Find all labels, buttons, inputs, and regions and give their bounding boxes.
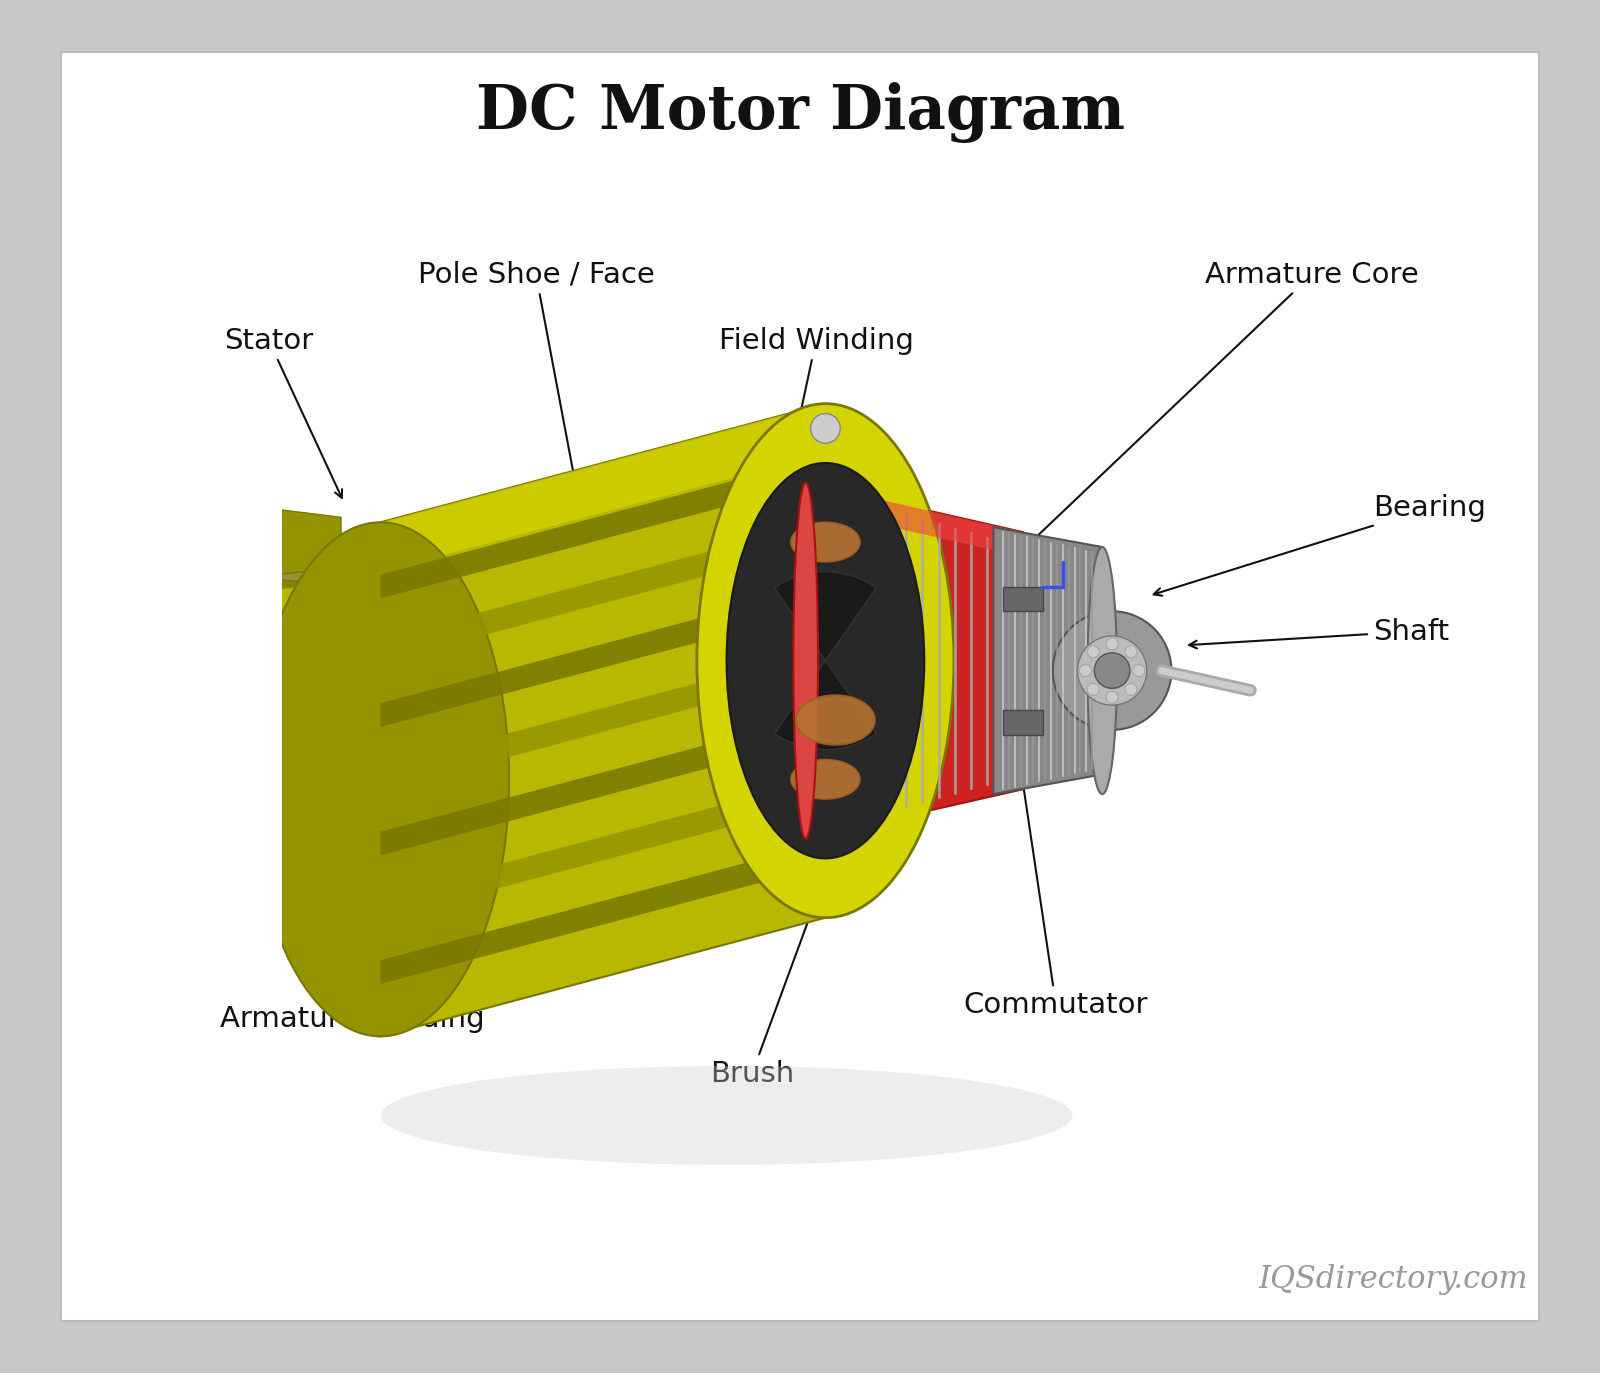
Circle shape [1133,665,1144,677]
Polygon shape [430,666,450,755]
Text: Shaft: Shaft [1189,618,1450,648]
Polygon shape [371,735,390,824]
Polygon shape [262,913,341,938]
Polygon shape [242,784,362,854]
Polygon shape [232,641,381,719]
Ellipse shape [790,522,861,562]
Ellipse shape [1088,546,1117,794]
Text: DC Motor Diagram: DC Motor Diagram [475,82,1125,143]
Circle shape [1125,684,1138,695]
Polygon shape [381,404,826,1037]
Text: Field Winding: Field Winding [718,327,914,574]
Polygon shape [282,839,301,928]
Polygon shape [381,842,826,984]
Text: Bearing: Bearing [1154,494,1486,596]
Circle shape [1080,665,1091,677]
Text: Armature Winding: Armature Winding [219,769,683,1032]
Polygon shape [381,777,826,920]
Polygon shape [232,780,381,805]
Polygon shape [806,483,1022,839]
Circle shape [1125,645,1138,658]
Text: Brush: Brush [710,817,848,1087]
Polygon shape [381,585,826,726]
Circle shape [1094,652,1130,688]
Ellipse shape [698,404,954,917]
Ellipse shape [381,1065,1072,1164]
Ellipse shape [253,522,509,1037]
Circle shape [1106,638,1118,649]
Polygon shape [242,843,362,868]
FancyBboxPatch shape [1003,586,1043,611]
Polygon shape [381,713,826,855]
Polygon shape [381,520,826,663]
Circle shape [1053,611,1171,730]
Polygon shape [232,710,381,735]
Polygon shape [994,527,1102,794]
Polygon shape [400,700,421,789]
Polygon shape [262,508,341,577]
Text: Stator: Stator [224,327,342,498]
Ellipse shape [795,695,875,744]
Ellipse shape [726,463,925,858]
Wedge shape [774,660,877,750]
Circle shape [1088,645,1099,658]
Text: Pole Shoe / Face: Pole Shoe / Face [418,261,654,549]
Wedge shape [774,571,877,660]
Circle shape [1088,684,1099,695]
Text: Armature Core: Armature Core [992,261,1419,578]
Text: IQSdirectory.com: IQSdirectory.com [1259,1265,1528,1295]
Circle shape [1077,636,1147,706]
Polygon shape [341,769,362,858]
Polygon shape [242,577,362,645]
Ellipse shape [794,483,818,839]
Text: Commutator: Commutator [963,774,1149,1019]
Ellipse shape [790,759,861,799]
Polygon shape [806,483,1022,557]
Circle shape [1106,692,1118,703]
Polygon shape [262,567,341,592]
Polygon shape [381,649,826,791]
Polygon shape [262,854,341,923]
Polygon shape [312,805,331,892]
Polygon shape [381,404,826,571]
Polygon shape [381,456,826,599]
FancyBboxPatch shape [1003,710,1043,735]
Circle shape [811,413,840,443]
Polygon shape [242,636,362,660]
Polygon shape [232,710,381,789]
